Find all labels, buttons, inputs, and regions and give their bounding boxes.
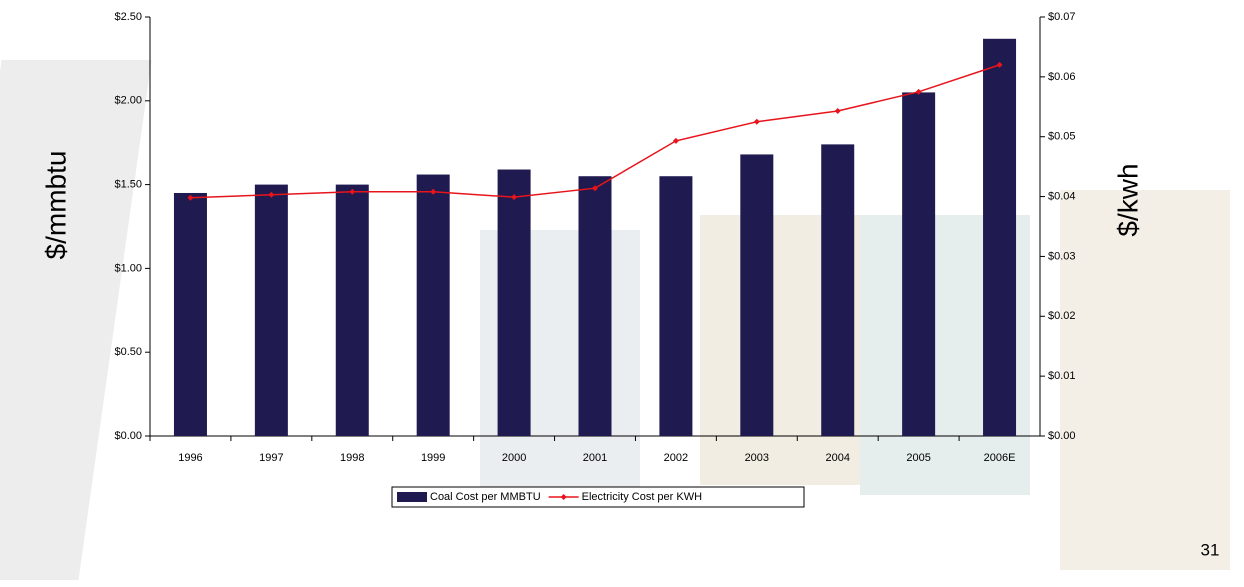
line-marker: [834, 107, 841, 114]
y-tick-label: $0.50: [114, 346, 142, 358]
x-tick-label: 2006E: [984, 452, 1016, 464]
line-marker: [915, 88, 922, 95]
y-tick-label: $1.50: [114, 179, 142, 191]
y2-tick-label: $0.00: [1048, 430, 1076, 442]
x-tick-label: 2004: [825, 452, 849, 464]
line-marker: [187, 194, 194, 201]
y2-tick-label: $0.07: [1048, 11, 1076, 23]
bar: [335, 184, 369, 436]
bar: [173, 192, 207, 436]
y-tick-label: $2.00: [114, 95, 142, 107]
x-tick-label: 2002: [664, 452, 688, 464]
x-tick-label: 2000: [502, 452, 526, 464]
x-tick-label: 2003: [745, 452, 769, 464]
background-decoration: [0, 60, 1230, 580]
bar: [497, 169, 531, 437]
bar: [902, 92, 936, 437]
y2-axis-title: $/kwh: [1112, 163, 1143, 236]
line-marker: [511, 194, 518, 201]
bar: [740, 154, 774, 436]
bar: [578, 176, 612, 436]
y2-tick-label: $0.02: [1048, 310, 1076, 322]
x-tick-label: 1996: [178, 452, 202, 464]
y-tick-label: $1.00: [114, 262, 142, 274]
x-tick-label: 1999: [421, 452, 445, 464]
line-marker: [672, 137, 679, 144]
y-tick-label: $0.00: [114, 430, 142, 442]
x-tick-label: 1997: [259, 452, 283, 464]
y2-tick-label: $0.03: [1048, 250, 1076, 262]
x-tick-label: 1998: [340, 452, 364, 464]
y-axis-title: $/mmbtu: [40, 151, 71, 260]
bar: [983, 38, 1017, 437]
legend-label: Coal Cost per MMBTU: [430, 491, 541, 503]
legend-swatch: [397, 492, 427, 502]
line-marker: [592, 185, 598, 192]
x-tick-label: 2001: [583, 452, 607, 464]
y2-tick-label: $0.01: [1048, 370, 1076, 382]
bar: [821, 144, 855, 436]
line-marker: [753, 118, 760, 125]
line-marker: [430, 188, 437, 195]
line-marker: [349, 188, 356, 195]
y2-tick-label: $0.04: [1048, 190, 1076, 202]
legend-label: Electricity Cost per KWH: [582, 491, 702, 503]
y2-tick-label: $0.06: [1048, 71, 1076, 83]
y-tick-label: $2.50: [114, 11, 142, 23]
bar: [659, 176, 693, 436]
legend-swatch-marker: [560, 494, 567, 500]
page-number: 31: [1201, 540, 1220, 559]
line-marker: [996, 61, 1003, 68]
bar: [254, 184, 288, 436]
legend-box: [391, 486, 805, 508]
y2-tick-label: $0.05: [1048, 131, 1076, 143]
line-marker: [268, 191, 275, 198]
bar: [416, 174, 450, 436]
x-tick-label: 2005: [906, 452, 930, 464]
